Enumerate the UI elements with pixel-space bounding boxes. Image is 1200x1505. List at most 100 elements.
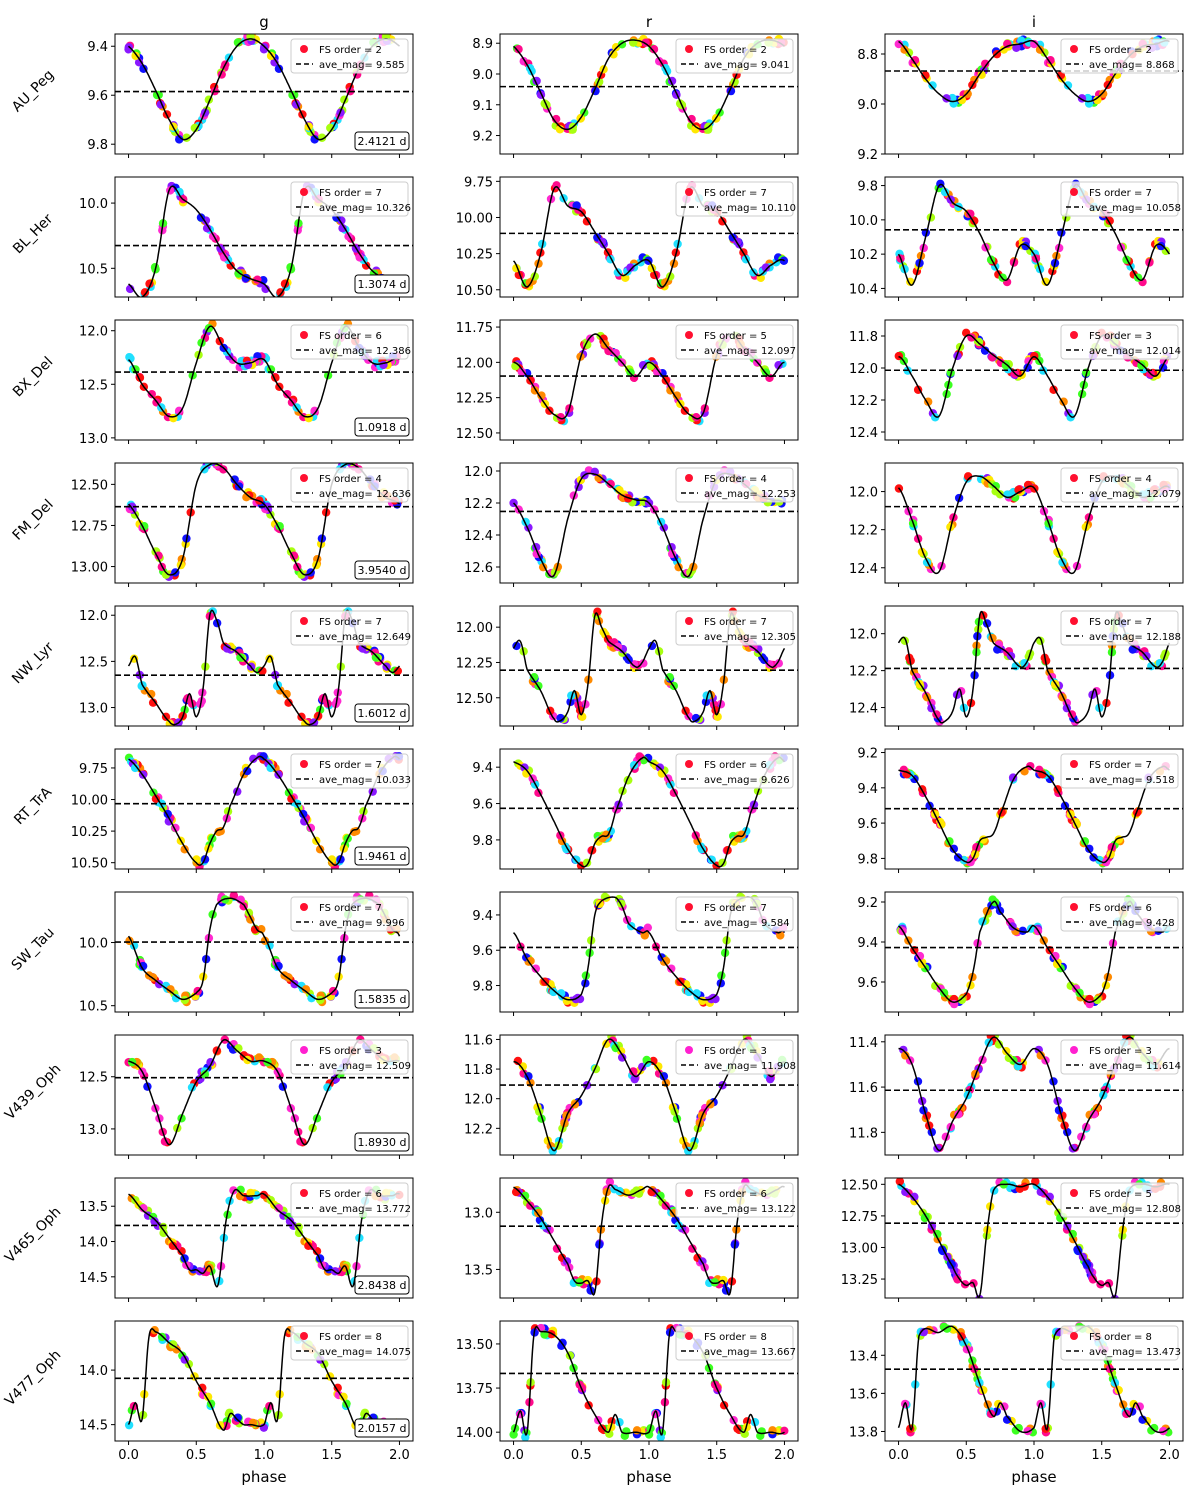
legend-box	[290, 181, 409, 217]
legend-marker-dot	[1070, 1332, 1078, 1340]
legend-fs-order: FS order = 7	[704, 903, 767, 914]
data-point	[605, 1178, 615, 1187]
period-label: 1.9461 d	[358, 850, 407, 863]
legend-fs-value: 3	[761, 1046, 767, 1057]
data-point	[360, 1409, 369, 1419]
data-point	[1012, 43, 1021, 53]
period-box	[354, 1132, 410, 1152]
legend-box	[1060, 38, 1179, 74]
legend-ave-mag: ave_mag= 12.636	[319, 489, 411, 500]
legend-ave-prefix: ave_mag=	[704, 775, 761, 786]
y-tick-label: 13.0	[79, 702, 108, 717]
legend-fs-order: FS order = 3	[1089, 331, 1152, 342]
data-point	[1138, 1415, 1147, 1424]
data-point	[1004, 1053, 1014, 1063]
data-point	[230, 475, 239, 484]
data-point	[161, 570, 171, 579]
legend-ave-value: 13.473	[1146, 1347, 1181, 1358]
y-tick-label: 10.00	[71, 794, 108, 809]
legend-ave-prefix: ave_mag=	[1089, 775, 1146, 786]
data-point	[134, 58, 144, 67]
legend-marker-dot	[300, 45, 308, 53]
legend-marker-dot	[300, 1332, 308, 1340]
legend-fs-order: FS order = 6	[704, 1189, 767, 1200]
legend-ave-prefix: ave_mag=	[319, 203, 376, 214]
legend-ave-value: 12.097	[761, 346, 796, 357]
data-point	[639, 659, 648, 668]
legend-box	[1060, 1325, 1179, 1361]
data-point	[1036, 1187, 1045, 1197]
data-point	[254, 1053, 264, 1062]
data-point	[282, 689, 291, 699]
y-tick-label: 13.6	[849, 1387, 878, 1402]
legend-ave-prefix: ave_mag=	[704, 346, 761, 357]
data-point	[966, 209, 975, 219]
panel-V477_Oph-i: 13.413.613.80.0 0.5 1.0 1.5 2.0FS order = 8a…	[849, 1320, 1184, 1463]
legend-ave-prefix: ave_mag=	[704, 632, 761, 643]
y-tick-label: 8.9	[472, 37, 493, 52]
y-tick-label: 9.1	[472, 99, 493, 114]
y-tick-label: 12.2	[849, 394, 878, 409]
y-tick-label: 13.4	[849, 1349, 878, 1364]
legend-fs-prefix: FS order =	[319, 1332, 376, 1343]
legend-ave-mag: ave_mag= 9.996	[319, 918, 405, 929]
y-tick-label: 12.50	[841, 1178, 878, 1193]
data-point	[304, 1241, 313, 1251]
y-tick-label: 10.50	[456, 284, 493, 299]
x-tick-label: 0.5	[186, 1448, 207, 1463]
data-point	[517, 367, 526, 377]
period-label: 1.3074 d	[358, 278, 407, 291]
legend-fs-value: 8	[376, 1332, 382, 1343]
fourier-fit-curve	[897, 183, 1171, 286]
data-point	[358, 644, 367, 653]
period-label: 1.8930 d	[358, 1136, 407, 1149]
data-point	[774, 659, 783, 668]
data-point	[266, 763, 275, 773]
legend-fs-order: FS order = 6	[704, 760, 767, 771]
y-tick-label: 13.0	[464, 1206, 493, 1221]
legend-fs-value: 6	[1146, 903, 1152, 914]
data-point	[915, 951, 925, 961]
data-point	[521, 1433, 530, 1441]
data-point	[1020, 658, 1029, 668]
data-point	[654, 1062, 663, 1071]
y-tick-label: 10.5	[79, 1000, 108, 1015]
legend-ave-mag: ave_mag= 9.518	[1089, 775, 1175, 786]
y-tick-label: 9.8	[857, 852, 878, 867]
data-point	[1023, 480, 1033, 490]
legend-ave-value: 12.386	[376, 346, 411, 357]
legend-marker-dot	[685, 1046, 693, 1054]
data-point	[761, 263, 771, 272]
x-tick-label: 0.0	[888, 1448, 909, 1463]
legend-ave-mag: ave_mag= 11.908	[704, 1061, 796, 1072]
data-point	[530, 672, 539, 682]
data-point	[537, 391, 546, 400]
data-point	[200, 1070, 210, 1079]
panel-BL_Her-r: 9.75 10.00 10.25 10.50 FS order = 7 ave_mag= …	[456, 175, 799, 301]
fourier-fit-curve	[513, 756, 786, 868]
legend-fs-order: FS order = 7	[1089, 617, 1152, 628]
data-point	[548, 1146, 557, 1155]
legend-ave-prefix: ave_mag=	[319, 489, 376, 500]
column-title-g: g	[259, 13, 269, 31]
legend-fs-prefix: FS order =	[1089, 1332, 1146, 1343]
legend-ave-prefix: ave_mag=	[1089, 203, 1146, 214]
y-tick-label: 10.25	[71, 825, 108, 840]
legend-fs-order: FS order = 2	[319, 45, 382, 56]
legend-fs-prefix: FS order =	[704, 903, 761, 914]
data-point	[594, 473, 603, 483]
data-point	[1088, 1275, 1098, 1284]
legend-box	[675, 324, 794, 360]
y-tick-label: 13.75	[456, 1382, 493, 1397]
legend-fs-order: FS order = 7	[319, 903, 382, 914]
y-tick-label: 12.50	[71, 478, 108, 493]
data-point	[963, 89, 972, 99]
legend-fs-prefix: FS order =	[704, 617, 761, 628]
data-point	[557, 1341, 566, 1351]
y-tick-label: 9.6	[87, 89, 108, 104]
data-point	[901, 1051, 910, 1060]
